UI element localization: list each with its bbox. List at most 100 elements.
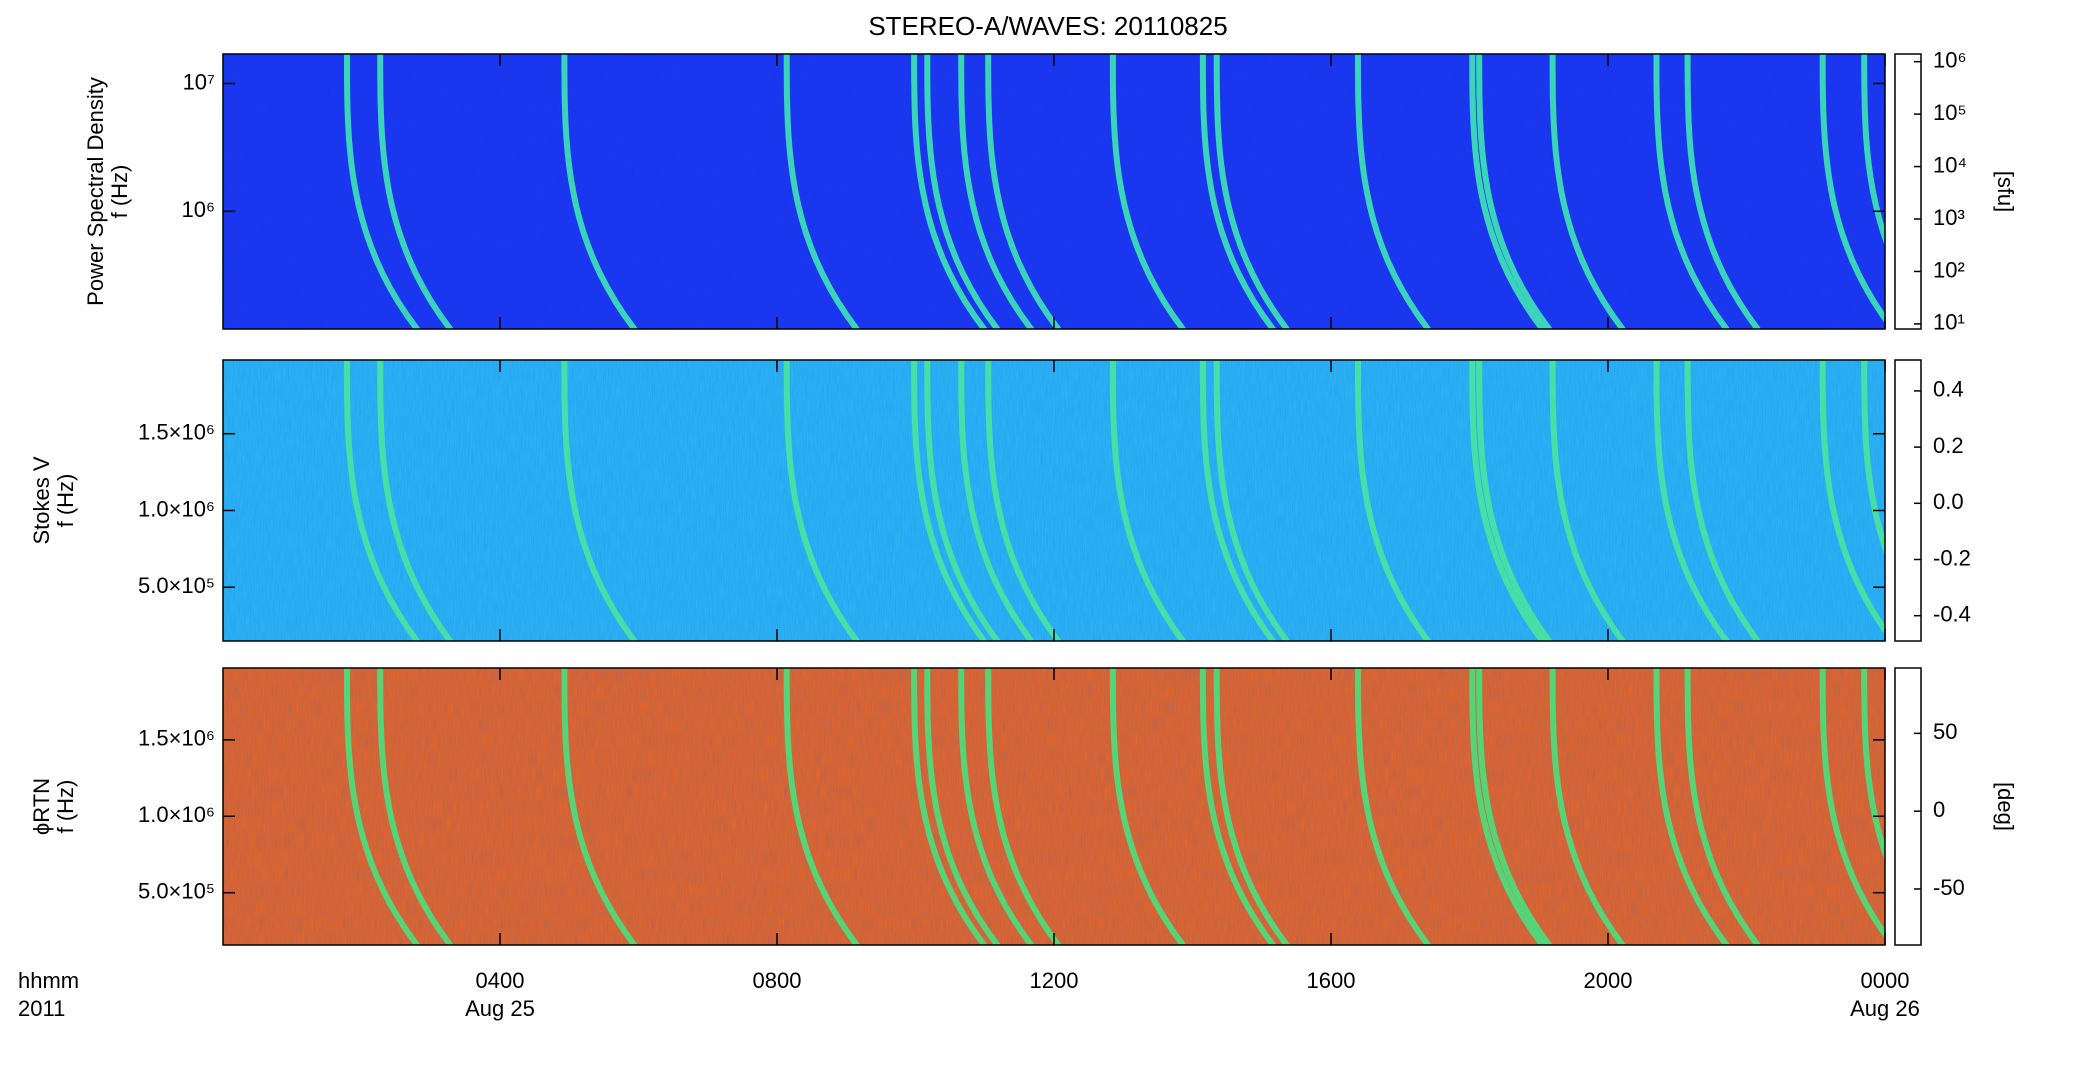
x-tick-label: 0800 [753, 968, 802, 993]
burst [911, 54, 988, 329]
burst [1549, 668, 1626, 945]
colorbar-tick-label: -0.4 [1933, 602, 1971, 627]
burst [1819, 668, 1885, 940]
x-date-label: Aug 26 [1850, 996, 1920, 1021]
burst [783, 360, 860, 641]
burst [1476, 54, 1553, 329]
colorbar-tick-label: 10⁴ [1933, 152, 1967, 177]
burst [1819, 54, 1885, 324]
y-tick-label: 5.0×10⁵ [138, 879, 215, 904]
colorbar [1894, 359, 1922, 642]
x-tick-label: 1600 [1307, 968, 1356, 993]
burst [985, 668, 1062, 945]
y-tick-label: 1.0×10⁶ [138, 496, 215, 521]
burst [1109, 668, 1186, 945]
burst [1355, 54, 1431, 329]
burst [1213, 668, 1290, 945]
burst [1684, 668, 1761, 945]
colorbar-tick-label: -50 [1933, 875, 1965, 900]
panel-texture [223, 360, 1885, 641]
x-tick-label: 0400 [476, 968, 525, 993]
burst [958, 668, 1035, 945]
burst [1355, 360, 1431, 641]
bursts [344, 668, 1885, 945]
burst [783, 54, 860, 329]
burst [985, 360, 1062, 641]
y-axis-label: f (Hz) [53, 474, 78, 528]
colorbar-tick-label: 10¹ [1933, 310, 1965, 335]
colorbar-tick-label: 10² [1933, 257, 1965, 282]
colorbar-tick-label: 10³ [1933, 205, 1965, 230]
colorbar-tick-label: 10⁶ [1933, 47, 1967, 72]
y-tick-label: 1.5×10⁶ [138, 420, 215, 445]
burst [958, 54, 1035, 329]
colorbar-tick-label: 0.2 [1933, 433, 1964, 458]
bursts [344, 360, 1885, 641]
y-tick-label: 1.5×10⁶ [138, 726, 215, 751]
panel-texture [223, 54, 1885, 329]
burst [1684, 54, 1761, 329]
burst [1653, 54, 1730, 329]
y-axis-label: Stokes V [29, 456, 54, 544]
burst [1109, 54, 1186, 329]
burst [1476, 668, 1553, 945]
colorbar-tick-label: 10⁵ [1933, 100, 1967, 125]
y-tick-label: 10⁶ [181, 197, 215, 222]
colorbar [1894, 667, 1922, 946]
burst [985, 54, 1062, 329]
burst [1469, 54, 1546, 329]
burst [344, 668, 420, 945]
bursts [344, 54, 1885, 329]
burst [1109, 360, 1186, 641]
colorbar-tick-label: 50 [1933, 719, 1957, 744]
burst [377, 54, 454, 329]
burst [344, 54, 420, 329]
y-tick-label: 10⁷ [183, 69, 215, 94]
burst [1213, 54, 1290, 329]
y-axis-label: Power Spectral Density [83, 77, 108, 306]
burst [924, 54, 1001, 329]
colorbar-label: [deg] [1993, 782, 2018, 831]
burst [783, 668, 860, 945]
year-label: 2011 [18, 996, 65, 1021]
burst [1199, 360, 1276, 641]
burst [1549, 54, 1626, 329]
burst [1819, 360, 1885, 636]
burst [911, 668, 988, 945]
burst [1653, 360, 1730, 641]
burst [1861, 360, 1885, 557]
burst [344, 360, 420, 641]
burst [1199, 54, 1276, 329]
colorbar [1894, 53, 1922, 330]
burst [1199, 668, 1276, 945]
colorbar-tick-label: 0 [1933, 797, 1945, 822]
burst [958, 360, 1035, 641]
panel-texture [223, 668, 1885, 945]
burst [924, 668, 1001, 945]
burst [1469, 668, 1546, 945]
burst [1355, 668, 1431, 945]
burst [561, 54, 638, 329]
x-tick-label: 0000 [1861, 968, 1910, 993]
x-date-label: Aug 25 [465, 996, 535, 1021]
burst [1861, 668, 1885, 862]
burst [561, 360, 638, 641]
x-axis-label: hhmm [18, 968, 79, 993]
colorbar-tick-label: -0.2 [1933, 545, 1971, 570]
burst [1476, 360, 1553, 641]
y-tick-label: 5.0×10⁵ [138, 573, 215, 598]
colorbar-label: [sfu] [1993, 171, 2018, 213]
burst [1469, 360, 1546, 641]
colorbar-tick-label: 0.4 [1933, 377, 1964, 402]
y-axis-label: f (Hz) [107, 165, 132, 219]
burst [1213, 360, 1290, 641]
burst [1653, 668, 1730, 945]
burst [924, 360, 1001, 641]
burst [1861, 54, 1885, 247]
colorbar-tick-label: 0.0 [1933, 489, 1964, 514]
burst [911, 360, 988, 641]
x-tick-label: 2000 [1584, 968, 1633, 993]
burst [1684, 360, 1761, 641]
chart-title: STEREO-A/WAVES: 20110825 [868, 11, 1227, 41]
